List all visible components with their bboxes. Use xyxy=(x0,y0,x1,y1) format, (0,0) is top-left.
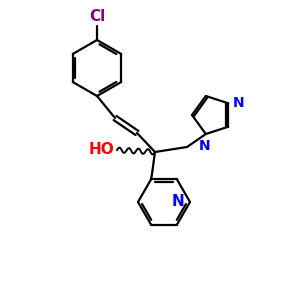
Text: HO: HO xyxy=(88,142,114,158)
Text: N: N xyxy=(199,139,211,153)
Text: Cl: Cl xyxy=(89,9,105,24)
Text: N: N xyxy=(171,194,184,209)
Text: N: N xyxy=(233,96,245,110)
